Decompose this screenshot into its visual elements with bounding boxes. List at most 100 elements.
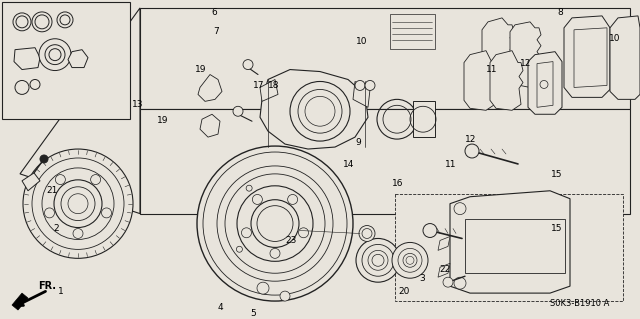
Circle shape: [355, 80, 365, 90]
Circle shape: [49, 49, 61, 61]
Circle shape: [372, 254, 384, 266]
Bar: [390, 14, 435, 49]
Polygon shape: [482, 18, 514, 87]
Polygon shape: [200, 114, 220, 137]
Circle shape: [57, 12, 73, 28]
Polygon shape: [564, 16, 610, 97]
Text: 19: 19: [195, 65, 206, 74]
Polygon shape: [22, 173, 40, 191]
Polygon shape: [528, 52, 562, 114]
Text: 15: 15: [551, 170, 563, 179]
Text: 11: 11: [445, 160, 457, 169]
Circle shape: [454, 203, 466, 215]
Circle shape: [243, 60, 253, 70]
Text: 20: 20: [399, 287, 410, 296]
Circle shape: [73, 228, 83, 239]
Polygon shape: [510, 22, 541, 87]
Circle shape: [257, 282, 269, 294]
Polygon shape: [574, 28, 607, 87]
Bar: [2, 2, 130, 119]
Circle shape: [246, 185, 252, 191]
Circle shape: [197, 146, 353, 301]
Polygon shape: [20, 8, 140, 214]
Polygon shape: [438, 236, 450, 250]
Text: 17: 17: [253, 81, 264, 90]
Text: 12: 12: [520, 59, 532, 68]
Polygon shape: [12, 293, 28, 310]
Text: 11: 11: [486, 65, 497, 74]
Circle shape: [44, 208, 54, 218]
Text: 9: 9: [356, 138, 361, 147]
Circle shape: [359, 226, 375, 241]
Text: 8: 8: [557, 8, 563, 17]
Text: FR.: FR.: [38, 281, 56, 291]
Polygon shape: [353, 81, 370, 107]
Circle shape: [280, 291, 290, 301]
Polygon shape: [68, 50, 88, 68]
Circle shape: [236, 246, 243, 252]
Circle shape: [403, 253, 417, 267]
Polygon shape: [464, 51, 497, 110]
Circle shape: [40, 155, 48, 163]
Text: 13: 13: [132, 100, 143, 109]
Polygon shape: [438, 263, 450, 277]
Circle shape: [423, 224, 437, 237]
Circle shape: [102, 208, 111, 218]
Text: 22: 22: [439, 265, 451, 274]
Circle shape: [32, 12, 52, 32]
Circle shape: [540, 80, 548, 88]
Circle shape: [54, 180, 102, 227]
Circle shape: [56, 174, 65, 184]
Circle shape: [290, 81, 350, 141]
Text: 6: 6: [212, 8, 217, 17]
Polygon shape: [413, 101, 435, 137]
Circle shape: [270, 249, 280, 258]
Circle shape: [392, 242, 428, 278]
Circle shape: [30, 79, 40, 89]
Text: 12: 12: [465, 135, 476, 144]
Polygon shape: [140, 8, 630, 109]
Text: S0K3-B1910 A: S0K3-B1910 A: [550, 299, 610, 308]
Polygon shape: [140, 109, 630, 214]
Circle shape: [251, 200, 299, 248]
Text: 4: 4: [218, 303, 223, 312]
Text: 18: 18: [268, 81, 280, 90]
Circle shape: [68, 194, 88, 214]
Text: 16: 16: [392, 179, 404, 188]
Circle shape: [233, 106, 243, 116]
Text: 14: 14: [343, 160, 355, 169]
Circle shape: [39, 39, 71, 70]
Text: 19: 19: [157, 116, 169, 125]
Circle shape: [454, 277, 466, 289]
Circle shape: [91, 174, 100, 184]
Text: 5: 5: [250, 309, 255, 318]
Polygon shape: [490, 51, 523, 110]
Circle shape: [252, 195, 262, 204]
Text: 23: 23: [285, 236, 297, 245]
Text: 21: 21: [47, 186, 58, 195]
Circle shape: [13, 13, 31, 31]
Text: 7: 7: [213, 27, 218, 36]
Circle shape: [23, 149, 133, 258]
Text: 10: 10: [356, 37, 367, 46]
Polygon shape: [14, 48, 40, 70]
Circle shape: [356, 239, 400, 282]
Text: 15: 15: [551, 224, 563, 233]
Text: 1: 1: [58, 287, 63, 296]
Bar: [395, 194, 623, 301]
Circle shape: [287, 195, 298, 204]
Circle shape: [15, 80, 29, 94]
Bar: [465, 219, 565, 273]
Polygon shape: [198, 75, 222, 101]
Polygon shape: [537, 62, 553, 107]
Text: 2: 2: [54, 224, 59, 233]
Polygon shape: [450, 191, 570, 293]
Text: 10: 10: [609, 33, 620, 42]
Polygon shape: [260, 70, 368, 149]
Circle shape: [241, 228, 252, 238]
Circle shape: [298, 228, 308, 238]
Text: 3: 3: [420, 274, 425, 283]
Polygon shape: [260, 79, 278, 101]
Polygon shape: [610, 16, 640, 99]
Circle shape: [443, 277, 453, 287]
